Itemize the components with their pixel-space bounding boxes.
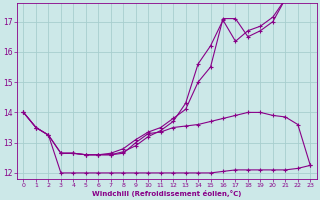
X-axis label: Windchill (Refroidissement éolien,°C): Windchill (Refroidissement éolien,°C): [92, 190, 242, 197]
